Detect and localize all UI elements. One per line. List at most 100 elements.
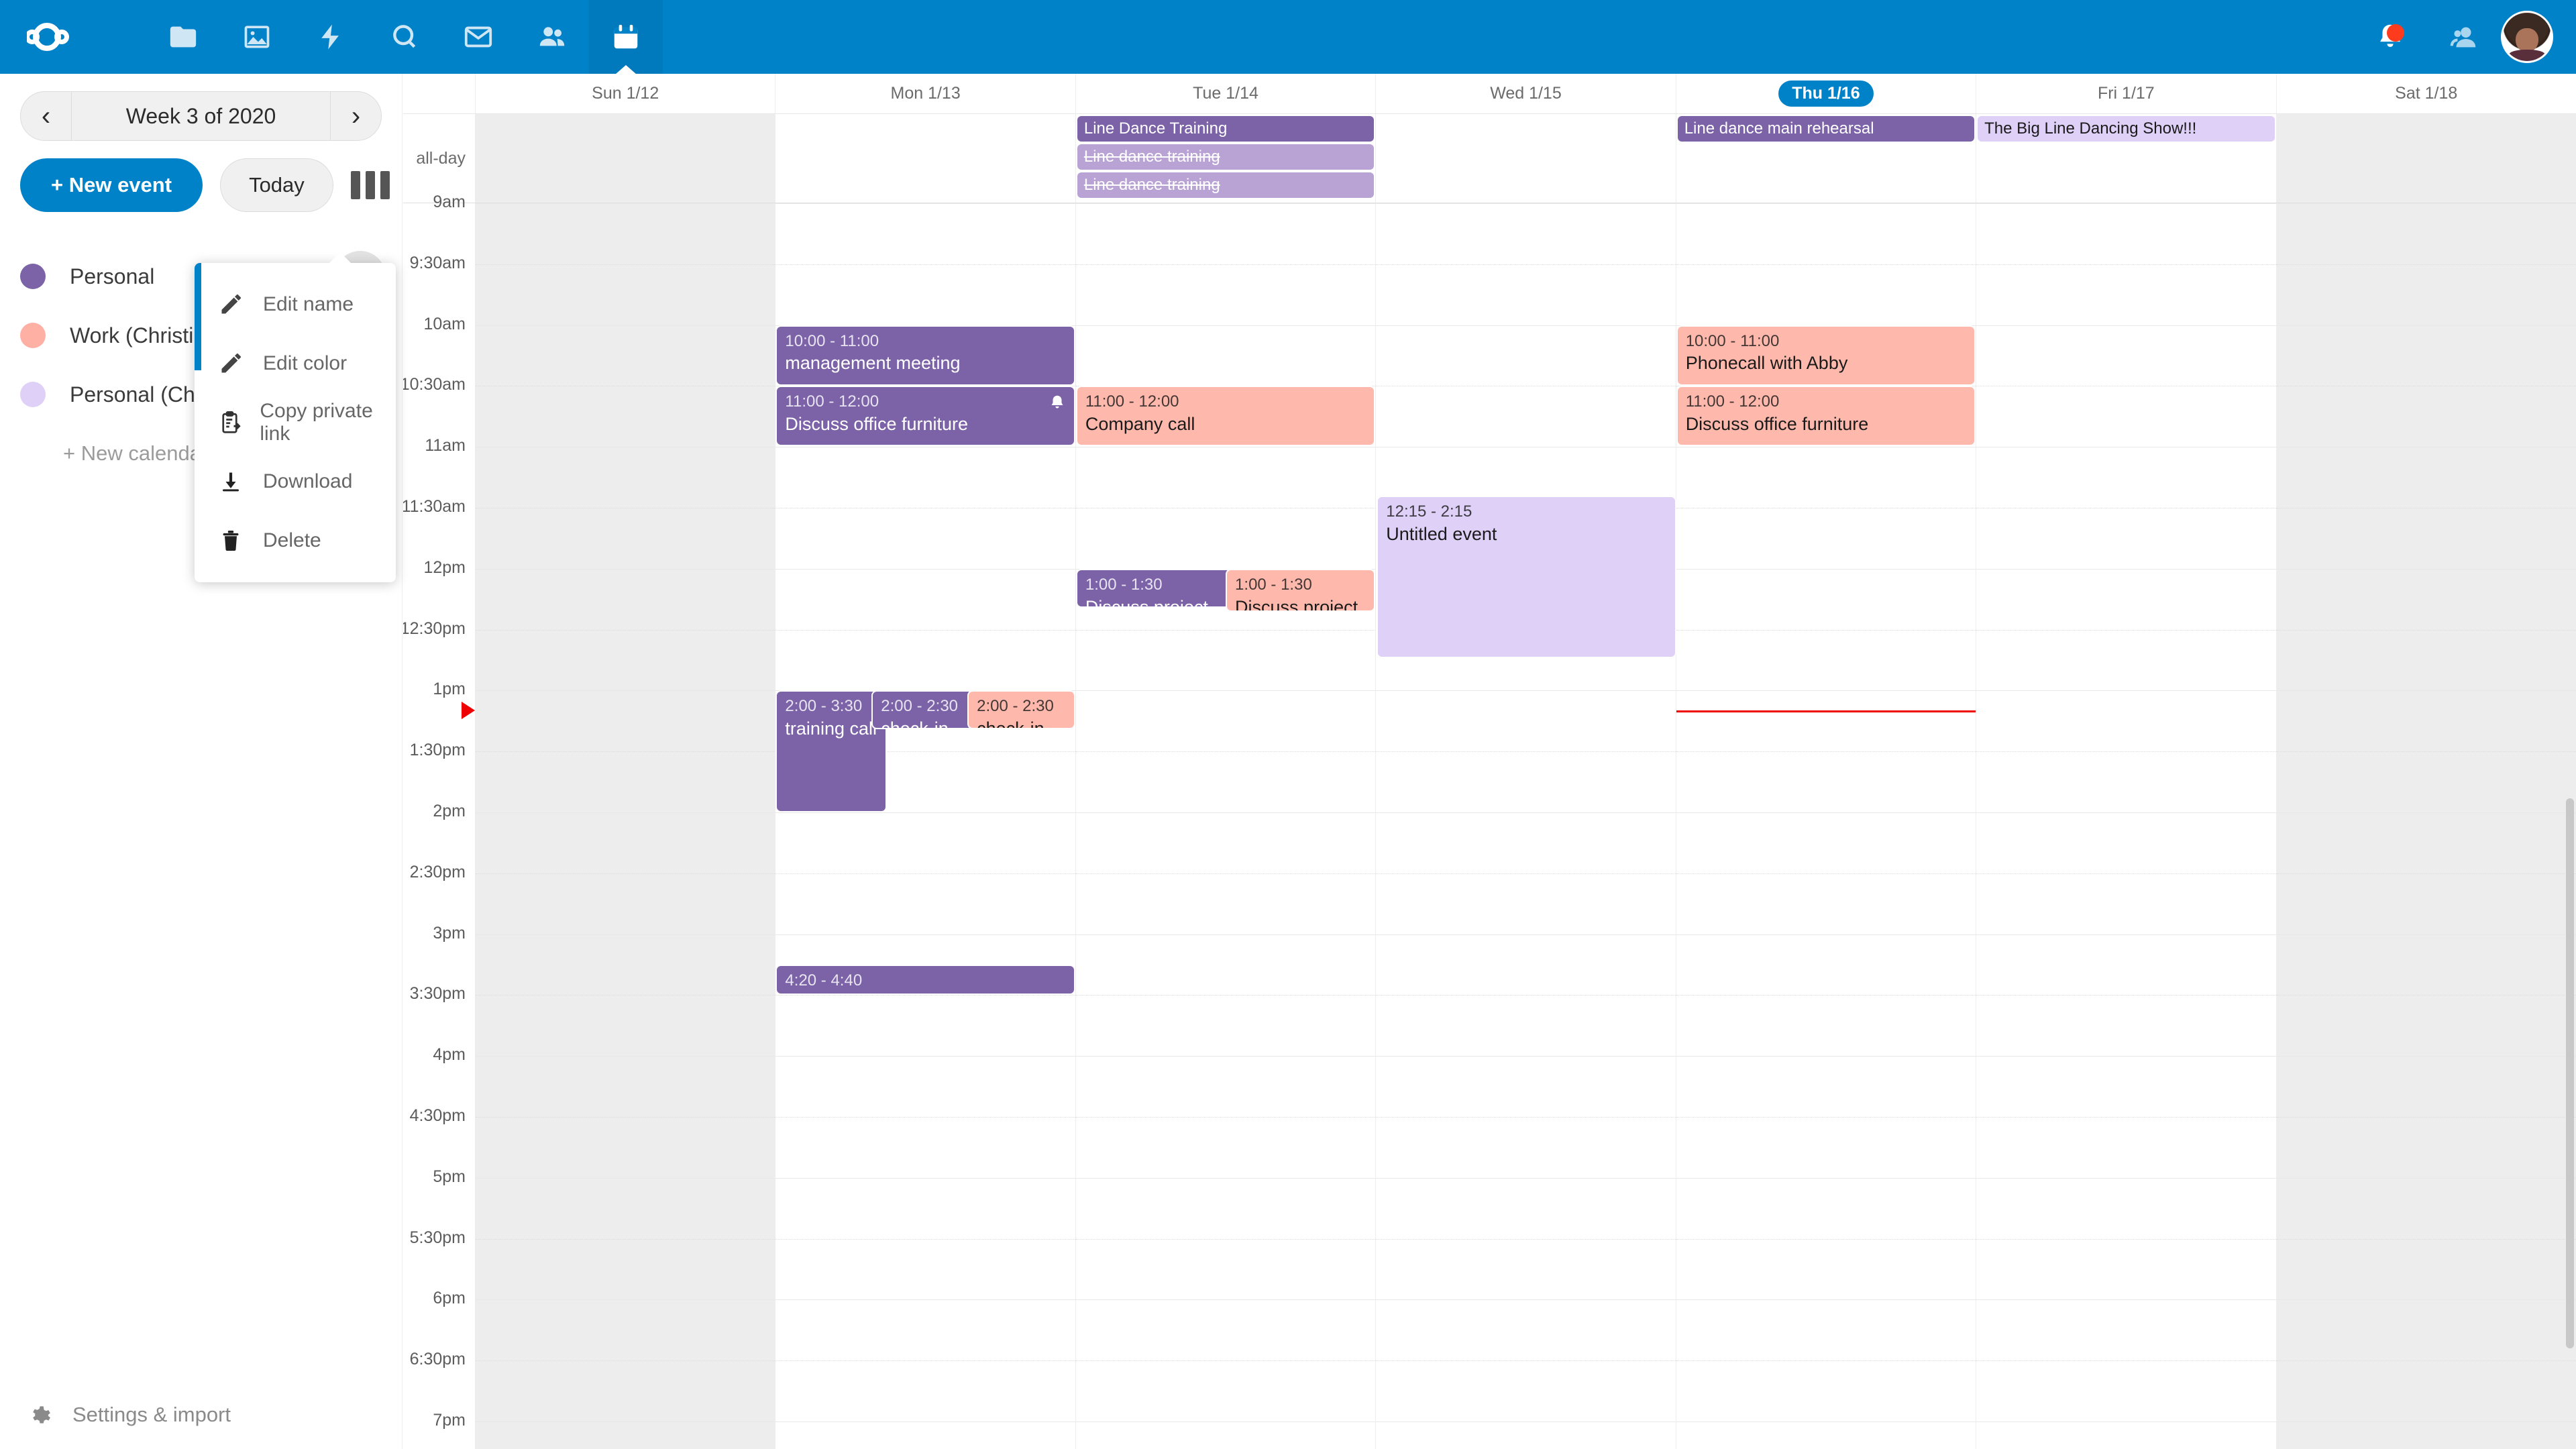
- nav-files[interactable]: [146, 0, 220, 74]
- time-label: 6:30pm: [409, 1350, 466, 1369]
- all-day-cell-5[interactable]: The Big Line Dancing Show!!!: [1976, 114, 2277, 203]
- time-label: 4:30pm: [409, 1106, 466, 1125]
- calendar-event[interactable]: 2:00 - 2:30 check-in: [871, 690, 983, 730]
- grid-line: [775, 568, 1075, 570]
- day-header-5[interactable]: Fri 1/17: [1976, 74, 2277, 113]
- grid-line: [476, 203, 775, 204]
- menu-item-edit-name[interactable]: Edit name: [195, 275, 396, 334]
- nav-calendar[interactable]: [589, 0, 663, 74]
- nav-search[interactable]: [368, 0, 441, 74]
- calendar-event[interactable]: 1:00 - 1:30 Discuss project announcement: [1075, 568, 1241, 608]
- columns-view-icon[interactable]: [350, 171, 390, 199]
- nextcloud-logo[interactable]: [27, 13, 114, 60]
- grid-line: [1976, 812, 2276, 813]
- grid-line: [1075, 873, 1376, 874]
- calendar-event[interactable]: 10:00 - 11:00 Phonecall with Abby: [1676, 325, 1976, 386]
- grid-line: [2276, 1238, 2576, 1240]
- menu-item-delete[interactable]: Delete: [195, 511, 396, 570]
- grid-line: [1976, 203, 2276, 204]
- grid-line: [1976, 1421, 2276, 1422]
- contacts-menu-button[interactable]: [2427, 0, 2501, 74]
- time-slot: 11:30am: [403, 497, 475, 569]
- nav-contacts[interactable]: [515, 0, 589, 74]
- grid-line: [1976, 1177, 2276, 1179]
- day-header-4[interactable]: Thu 1/16: [1676, 74, 1977, 113]
- day-header-6[interactable]: Sat 1/18: [2277, 74, 2576, 113]
- next-week-button[interactable]: ›: [330, 92, 381, 140]
- calendar-event[interactable]: 10:00 - 11:00 management meeting: [775, 325, 1075, 386]
- time-slot: 2:30pm: [403, 863, 475, 934]
- all-day-cell-2[interactable]: Line Dance Training Line dance training Li…: [1076, 114, 1377, 203]
- all-day-event[interactable]: Line dance training: [1077, 144, 1375, 170]
- menu-item-edit-color[interactable]: Edit color: [195, 334, 396, 393]
- day-header-2[interactable]: Tue 1/14: [1076, 74, 1377, 113]
- calendar-event[interactable]: 4:20 - 4:40 purchasing dept conversation: [775, 965, 1075, 995]
- time-label: 12pm: [423, 557, 466, 577]
- day-header-0[interactable]: Sun 1/12: [476, 74, 776, 113]
- time-label: 11:30am: [403, 496, 466, 516]
- nav-photos[interactable]: [220, 0, 294, 74]
- grid-line: [1075, 629, 1376, 631]
- day-column-6[interactable]: [2276, 203, 2576, 1449]
- event-time: 2:00 - 2:30: [977, 697, 1054, 716]
- calendar-event[interactable]: 12:15 - 2:15 Untitled event: [1377, 495, 1676, 658]
- settings-and-import-button[interactable]: Settings & import: [0, 1402, 402, 1428]
- menu-item-download[interactable]: Download: [195, 452, 396, 511]
- grid-line: [2276, 568, 2576, 570]
- grid-line: [476, 751, 775, 753]
- day-column-5[interactable]: [1976, 203, 2277, 1449]
- calendar-event[interactable]: 1:00 - 1:30 Discuss project announcement: [1226, 568, 1376, 612]
- new-calendar-button[interactable]: + New calendar: [63, 441, 209, 465]
- day-column-0[interactable]: [476, 203, 776, 1449]
- all-day-cell-4[interactable]: Line dance main rehearsal: [1676, 114, 1977, 203]
- grid-line: [476, 995, 775, 996]
- event-time: 2:00 - 3:30: [785, 697, 863, 716]
- grid-line: [2276, 690, 2576, 692]
- notifications-button[interactable]: [2353, 0, 2427, 74]
- grid-line: [1075, 690, 1376, 692]
- all-day-event[interactable]: The Big Line Dancing Show!!!: [1978, 116, 2275, 142]
- event-title: Discuss project announcement: [1235, 596, 1358, 612]
- grid-line: [775, 934, 1075, 935]
- nav-activity[interactable]: [294, 0, 368, 74]
- calendar-event[interactable]: 11:00 - 12:00 Company call: [1075, 386, 1376, 447]
- all-day-cell-1[interactable]: [775, 114, 1076, 203]
- new-event-button[interactable]: + New event: [20, 158, 203, 212]
- day-header-label: Sat 1/18: [2395, 84, 2458, 103]
- grid-line: [1376, 751, 1676, 753]
- all-day-event[interactable]: Line dance main rehearsal: [1677, 116, 1975, 142]
- calendar-event[interactable]: 2:00 - 3:30 training call: [775, 690, 887, 813]
- calendar-event[interactable]: 11:00 - 12:00 Discuss office furniture: [1676, 386, 1976, 447]
- time-slot: 6:30pm: [403, 1350, 475, 1421]
- nav-mail[interactable]: [441, 0, 515, 74]
- grid-line: [1376, 995, 1676, 996]
- grid-line: [775, 1360, 1075, 1362]
- all-day-cell-0[interactable]: [476, 114, 776, 203]
- all-day-event[interactable]: Line Dance Training: [1077, 116, 1375, 142]
- event-time: 12:15 - 2:15: [1386, 502, 1472, 521]
- vertical-scrollbar[interactable]: [2566, 798, 2574, 1348]
- today-button[interactable]: Today: [220, 158, 333, 212]
- grid-line: [476, 934, 775, 935]
- all-day-cell-6[interactable]: [2276, 114, 2576, 203]
- calendar-event[interactable]: 2:00 - 2:30 check-in: [967, 690, 1075, 730]
- time-slot: 1:30pm: [403, 741, 475, 812]
- all-day-event[interactable]: Line dance training: [1077, 172, 1375, 198]
- day-column-4[interactable]: 12:15 - 2:15 Untitled event 10:00 - 11:00 P…: [1377, 203, 1977, 1449]
- avatar[interactable]: [2501, 11, 2553, 63]
- day-header-1[interactable]: Mon 1/13: [775, 74, 1076, 113]
- all-day-cell-3[interactable]: [1376, 114, 1676, 203]
- day-column-2[interactable]: 11:00 - 12:00 Company call 1:00 - 1:30 Disc…: [1075, 203, 1377, 1449]
- previous-week-button[interactable]: ‹: [21, 92, 72, 140]
- calendar-event[interactable]: 11:00 - 12:00 Discuss office furniture: [775, 386, 1075, 447]
- current-time-line: [1676, 710, 1976, 713]
- event-time: 11:00 - 12:00: [1685, 392, 1780, 411]
- grid-line: [1075, 995, 1376, 996]
- grid-line: [476, 629, 775, 631]
- day-header-3[interactable]: Wed 1/15: [1376, 74, 1676, 113]
- grid-line: [2276, 1421, 2576, 1422]
- day-column-3[interactable]: 12:15 - 2:15 Untitled event: [1376, 203, 1676, 1449]
- grid-line: [476, 568, 775, 570]
- day-column-1[interactable]: 10:00 - 11:00 management meeting 11:00 - 1…: [775, 203, 1076, 1449]
- menu-item-copy-private-link[interactable]: Copy private link: [195, 393, 396, 452]
